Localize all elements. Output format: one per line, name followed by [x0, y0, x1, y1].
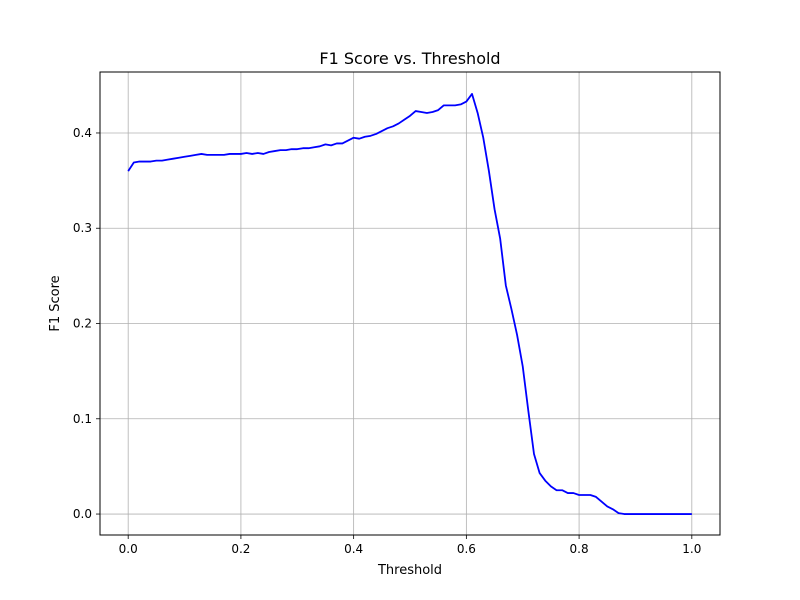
x-tick-label: 0.8: [570, 542, 589, 556]
y-tick-label: 0.0: [73, 507, 92, 521]
x-tick-label: 1.0: [682, 542, 701, 556]
y-tick-label: 0.2: [73, 317, 92, 331]
plot-series-layer: [127, 93, 692, 515]
series-line: [127, 93, 692, 515]
x-axis-label: Threshold: [377, 563, 442, 578]
y-tick-label: 0.4: [73, 126, 92, 140]
x-tick-label: 0.2: [231, 542, 250, 556]
x-tick-label: 0.4: [344, 542, 363, 556]
axis-ticks: 0.0 0.2 0.4 0.6 0.8 1.0 0.0 0.1 0.2 0.3 0.4: [73, 126, 701, 556]
y-axis-label: F1 Score: [48, 275, 63, 331]
grid-lines: [100, 72, 720, 535]
plot-area-frame: [99, 71, 721, 536]
y-tick-label: 0.3: [73, 221, 92, 235]
y-tick-label: 0.1: [73, 412, 92, 426]
chart-title: F1 Score vs. Threshold: [319, 49, 500, 68]
x-tick-label: 0.6: [457, 542, 476, 556]
x-tick-label: 0.0: [119, 542, 138, 556]
